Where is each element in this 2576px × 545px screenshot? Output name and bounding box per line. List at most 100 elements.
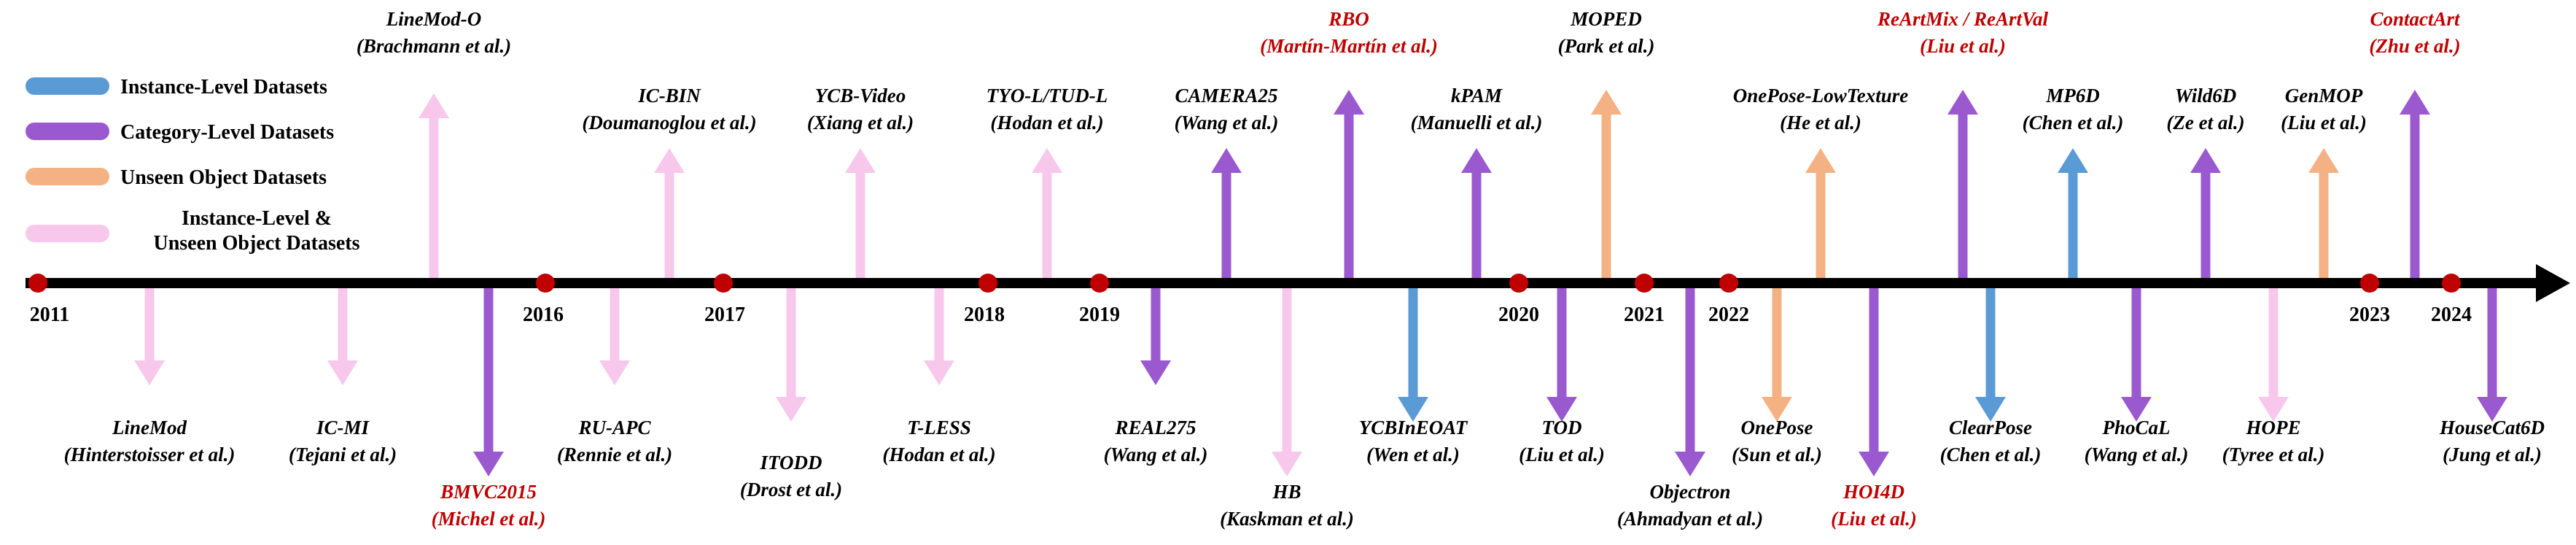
dataset-authors: (Wang et al.) xyxy=(1175,112,1279,134)
year-label-2011: 2011 xyxy=(30,304,69,326)
dataset-t-less: T-LESS (Hodan et al.) xyxy=(882,417,995,465)
dataset-phocal: PhoCaL (Wang et al.) xyxy=(2085,417,2189,465)
dataset-name: ReArtMix / ReArtVal xyxy=(1877,8,2049,30)
dataset-authors: (Doumanoglou et al.) xyxy=(582,112,756,134)
dataset-bmvc2015: BMVC2015 (Michel et al.) xyxy=(432,481,546,530)
dataset-authors: (Manuelli et al.) xyxy=(1411,112,1543,134)
arrow-onepose-lowtexture xyxy=(1805,148,1836,283)
dataset-authors: (Park et al.) xyxy=(1558,35,1655,57)
dataset-name: TYO-L/TUD-L xyxy=(987,85,1108,107)
legend-item-category: Category-Level Datasets xyxy=(26,121,334,144)
dataset-name: MP6D xyxy=(2045,85,2100,107)
dataset-contactart: ContactArt (Zhu et al.) xyxy=(2369,8,2461,57)
year-dot-2020 xyxy=(1509,274,1528,293)
legend-swatch xyxy=(26,77,109,95)
dataset-name: HouseCat6D xyxy=(2439,417,2545,438)
dataset-ic-mi: IC-MI (Tejani et al.) xyxy=(289,417,397,465)
dataset-name: RBO xyxy=(1328,8,1369,30)
year-label-2018: 2018 xyxy=(964,304,1005,326)
arrow-tod xyxy=(1546,283,1577,422)
dataset-reartmix-reartval: ReArtMix / ReArtVal (Liu et al.) xyxy=(1877,8,2049,57)
dataset-authors: (Zhu et al.) xyxy=(2369,35,2460,57)
dataset-objectron: Objectron (Ahmadyan et al.) xyxy=(1617,481,1763,530)
arrow-linemod-o xyxy=(419,93,449,283)
dataset-labels: LineMod (Hinterstoisser et al.) IC-MI (Teja… xyxy=(64,8,2545,530)
arrow-housecat6d xyxy=(2477,283,2507,422)
dataset-name: kPAM xyxy=(1451,85,1503,107)
legend: Instance-Level Datasets Category-Level Da… xyxy=(26,76,360,255)
dataset-name: Objectron xyxy=(1650,481,1731,503)
arrow-real275 xyxy=(1140,283,1171,385)
arrow-objectron xyxy=(1675,283,1705,476)
arrow-genmop xyxy=(2308,148,2339,283)
dataset-authors: (Hodan et al.) xyxy=(882,444,995,465)
dataset-kpam: kPAM (Manuelli et al.) xyxy=(1411,85,1543,134)
dataset-name: OnePose xyxy=(1741,417,1813,438)
dataset-name: HOI4D xyxy=(1842,481,1904,503)
dataset-name: RU-APC xyxy=(577,417,651,438)
arrow-tyo-l-tud-l xyxy=(1032,148,1062,283)
arrow-t-less xyxy=(924,283,954,385)
arrow-moped xyxy=(1591,90,1622,283)
dataset-authors: (Liu et al.) xyxy=(1831,508,1917,530)
arrow-mp6d xyxy=(2058,148,2088,283)
arrow-camera25 xyxy=(1211,148,1242,283)
arrow-hope xyxy=(2258,283,2289,422)
arrow-rbo xyxy=(1334,90,1364,283)
legend-swatch xyxy=(26,168,109,185)
dataset-name: CAMERA25 xyxy=(1175,85,1277,107)
dataset-name: GenMOP xyxy=(2285,85,2363,107)
dataset-authors: (Sun et al.) xyxy=(1732,444,1822,465)
year-dot-2019 xyxy=(1090,274,1109,293)
year-label-2020: 2020 xyxy=(1498,304,1539,326)
dataset-camera25: CAMERA25 (Wang et al.) xyxy=(1175,85,1279,134)
year-dot-2024 xyxy=(2442,274,2461,293)
dataset-ycb-video: YCB-Video (Xiang et al.) xyxy=(807,85,914,134)
dataset-authors: (Liu et al.) xyxy=(1920,35,2006,57)
dataset-name: ContactArt xyxy=(2370,8,2461,30)
dataset-real275: REAL275 (Wang et al.) xyxy=(1104,417,1208,465)
dataset-authors: (Chen et al.) xyxy=(1940,444,2042,465)
dataset-name: ClearPose xyxy=(1949,417,2032,438)
legend-label: Category-Level Datasets xyxy=(120,121,334,144)
dataset-arrows xyxy=(134,90,2507,476)
dataset-rbo: RBO (Martín-Martín et al.) xyxy=(1260,8,1438,57)
year-label-2017: 2017 xyxy=(704,304,745,326)
year-dot-2016 xyxy=(536,274,555,293)
timeline-axis: 2011 2016 2017 2018 2019 2020 2021 2022 2023 2024 xyxy=(26,264,2570,326)
dataset-authors: (Drost et al.) xyxy=(740,479,842,500)
arrow-ru-apc xyxy=(599,283,630,385)
arrow-phocal xyxy=(2121,283,2152,422)
dataset-hb: HB (Kaskman et al.) xyxy=(1220,481,1354,530)
year-label-2024: 2024 xyxy=(2431,304,2472,326)
year-label-2016: 2016 xyxy=(523,304,564,326)
dataset-authors: (Hinterstoisser et al.) xyxy=(64,444,236,465)
dataset-authors: (Michel et al.) xyxy=(432,508,546,530)
arrow-linemod xyxy=(134,283,165,385)
year-dot-2021 xyxy=(1635,274,1654,293)
dataset-onepose-lowtexture: OnePose-LowTexture (He et al.) xyxy=(1733,85,1908,134)
dataset-name: IC-BIN xyxy=(637,85,701,107)
dataset-name: YCB-Video xyxy=(815,85,906,107)
arrow-reartmix-reartval xyxy=(1947,90,1978,283)
dataset-hoi4d: HOI4D (Liu et al.) xyxy=(1831,481,1917,530)
arrow-ic-bin xyxy=(654,148,685,283)
arrow-hoi4d xyxy=(1859,283,1889,476)
dataset-authors: (Hodan et al.) xyxy=(990,112,1103,134)
dataset-authors: (Wang et al.) xyxy=(1104,444,1208,465)
dataset-name: YCBInEOAT xyxy=(1359,417,1468,438)
legend-item-instance: Instance-Level Datasets xyxy=(26,76,327,98)
legend-label: Instance-Level Datasets xyxy=(120,76,327,98)
arrow-clearpose xyxy=(1975,283,2006,422)
legend-label: Instance-Level & xyxy=(182,207,332,230)
dataset-ru-apc: RU-APC (Rennie et al.) xyxy=(557,417,672,465)
dataset-authors: (Kaskman et al.) xyxy=(1220,508,1354,530)
dataset-authors: (Brachmann et al.) xyxy=(357,35,511,57)
legend-item-instance-unseen: Instance-Level &Unseen Object Datasets xyxy=(26,207,360,255)
dataset-moped: MOPED (Park et al.) xyxy=(1558,8,1655,57)
dataset-linemod-o: LineMod-O (Brachmann et al.) xyxy=(357,8,511,57)
arrow-bmvc2015 xyxy=(473,283,504,476)
year-dot-2017 xyxy=(714,274,733,293)
legend-label-line2: Unseen Object Datasets xyxy=(153,232,359,255)
